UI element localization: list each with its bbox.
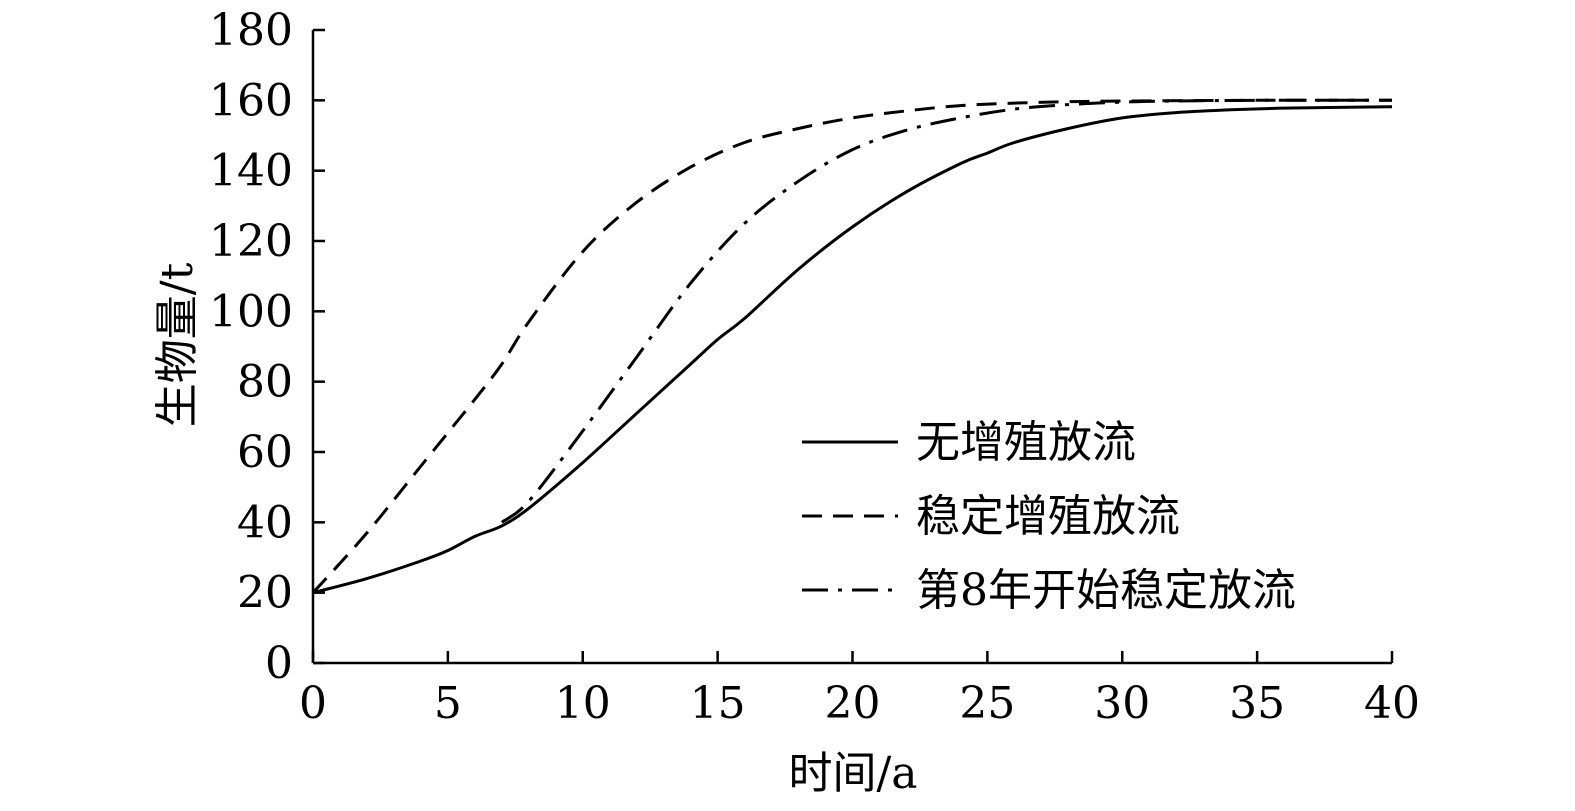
series-line-2 xyxy=(311,98,1393,594)
y-tick-label: 100 xyxy=(209,286,293,337)
y-tick-label: 0 xyxy=(265,638,293,689)
y-tick-label: 40 xyxy=(237,497,293,548)
legend-label-2: 稳定增殖放流 xyxy=(916,491,1180,542)
x-axis-title: 时间/a xyxy=(788,748,917,799)
x-tick-label: 0 xyxy=(299,678,327,729)
x-tick-label: 35 xyxy=(1229,678,1285,729)
y-tick-label: 80 xyxy=(237,357,293,408)
y-axis-ticks: 0 20 40 60 80 100 120 140 160 180 xyxy=(209,5,325,689)
x-tick-label: 10 xyxy=(555,678,611,729)
x-tick-label: 30 xyxy=(1094,678,1150,729)
series-line-1 xyxy=(312,105,1393,595)
y-tick-label: 140 xyxy=(209,146,293,197)
x-tick-label: 15 xyxy=(690,678,746,729)
y-tick-label: 160 xyxy=(209,75,293,126)
x-tick-label: 40 xyxy=(1364,678,1420,729)
x-axis-ticks: 0 5 10 15 20 25 30 35 40 xyxy=(299,651,1420,729)
y-tick-label: 60 xyxy=(237,427,293,478)
x-tick-label: 25 xyxy=(959,678,1015,729)
legend-label-3: 第8年开始稳定放流 xyxy=(916,565,1296,616)
y-axis-title: 生物量/t xyxy=(152,262,203,427)
y-tick-label: 120 xyxy=(209,216,293,267)
series-line-3 xyxy=(500,98,1393,524)
y-tick-label: 20 xyxy=(237,568,293,619)
x-tick-label: 20 xyxy=(825,678,881,729)
legend-label-1: 无增殖放流 xyxy=(916,417,1136,468)
y-tick-label: 180 xyxy=(209,5,293,56)
series-group xyxy=(311,98,1393,595)
x-tick-label: 5 xyxy=(434,678,462,729)
